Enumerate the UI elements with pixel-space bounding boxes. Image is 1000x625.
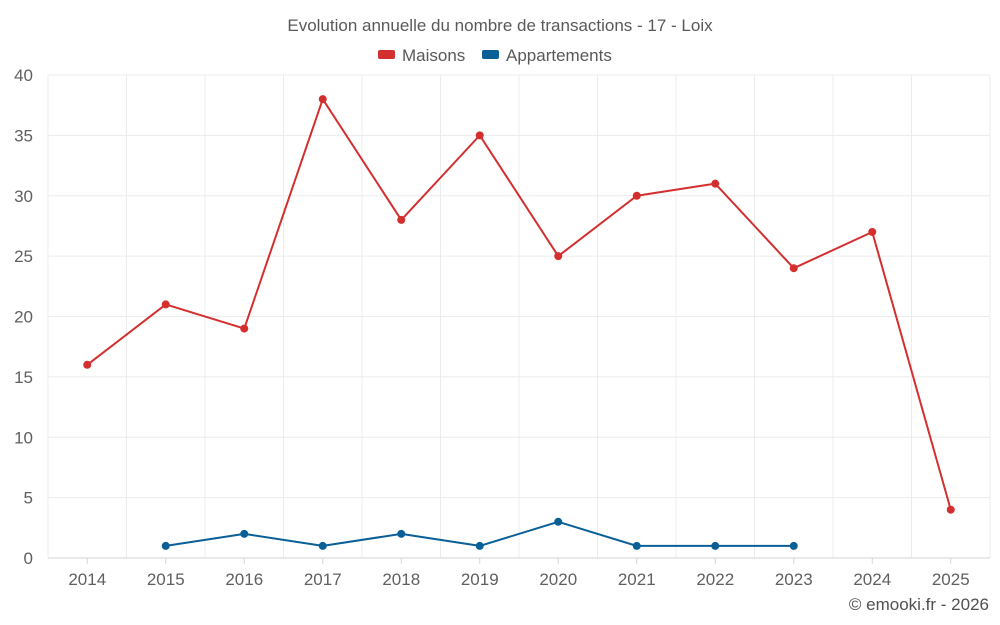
x-tick-label: 2021 [618, 570, 656, 589]
data-point-maisons[interactable] [318, 95, 327, 104]
legend-swatch-appartements [482, 50, 499, 59]
data-point-maisons[interactable] [711, 179, 720, 188]
data-point-appartements[interactable] [397, 529, 406, 538]
x-tick-label: 2017 [304, 570, 342, 589]
x-tick-label: 2018 [382, 570, 420, 589]
data-point-maisons[interactable] [161, 300, 170, 309]
x-tick-label: 2025 [932, 570, 970, 589]
data-point-maisons[interactable] [83, 360, 92, 369]
legend-label-maisons: Maisons [402, 46, 465, 65]
x-tick-label: 2022 [696, 570, 734, 589]
x-tick-label: 2014 [68, 570, 106, 589]
series-line-maisons [86, 98, 952, 510]
data-point-maisons[interactable] [946, 505, 955, 514]
legend: Maisons Appartements [378, 46, 612, 65]
data-point-maisons[interactable] [397, 215, 406, 224]
data-point-appartements[interactable] [475, 541, 484, 550]
data-point-maisons[interactable] [240, 324, 249, 333]
data-point-appartements[interactable] [161, 541, 170, 550]
x-tick-label: 2015 [147, 570, 185, 589]
data-point-appartements[interactable] [318, 541, 327, 550]
series [83, 95, 955, 550]
data-point-appartements[interactable] [789, 541, 798, 550]
series-maisons [83, 95, 955, 514]
x-tick-label: 2023 [775, 570, 813, 589]
data-point-appartements[interactable] [711, 541, 720, 550]
legend-label-appartements: Appartements [506, 46, 612, 65]
series-appartements [161, 517, 798, 550]
credit: © emooki.fr - 2026 [849, 595, 989, 614]
y-tick-label: 30 [14, 187, 33, 206]
y-tick-label: 25 [14, 247, 33, 266]
data-point-appartements[interactable] [632, 541, 641, 550]
y-tick-label: 5 [24, 489, 33, 508]
grid [47, 74, 991, 558]
x-tick-label: 2016 [225, 570, 263, 589]
data-point-appartements[interactable] [554, 517, 563, 526]
y-tick-label: 0 [24, 549, 33, 568]
y-tick-label: 20 [14, 308, 33, 327]
data-point-maisons[interactable] [554, 252, 563, 261]
data-point-maisons[interactable] [475, 131, 484, 140]
chart-title: Evolution annuelle du nombre de transact… [287, 16, 713, 35]
y-tick-label: 40 [14, 66, 33, 85]
y-tick-label: 15 [14, 368, 33, 387]
y-tick-label: 10 [14, 428, 33, 447]
legend-item-maisons[interactable]: Maisons [378, 46, 465, 65]
data-point-maisons[interactable] [789, 264, 798, 273]
data-point-appartements[interactable] [240, 529, 249, 538]
data-point-maisons[interactable] [868, 227, 877, 236]
x-tick-label: 2020 [539, 570, 577, 589]
legend-item-appartements[interactable]: Appartements [482, 46, 612, 65]
x-tick-label: 2024 [853, 570, 891, 589]
y-tick-label: 35 [14, 126, 33, 145]
legend-swatch-maisons [378, 50, 395, 59]
data-point-maisons[interactable] [632, 191, 641, 200]
x-tick-label: 2019 [461, 570, 499, 589]
